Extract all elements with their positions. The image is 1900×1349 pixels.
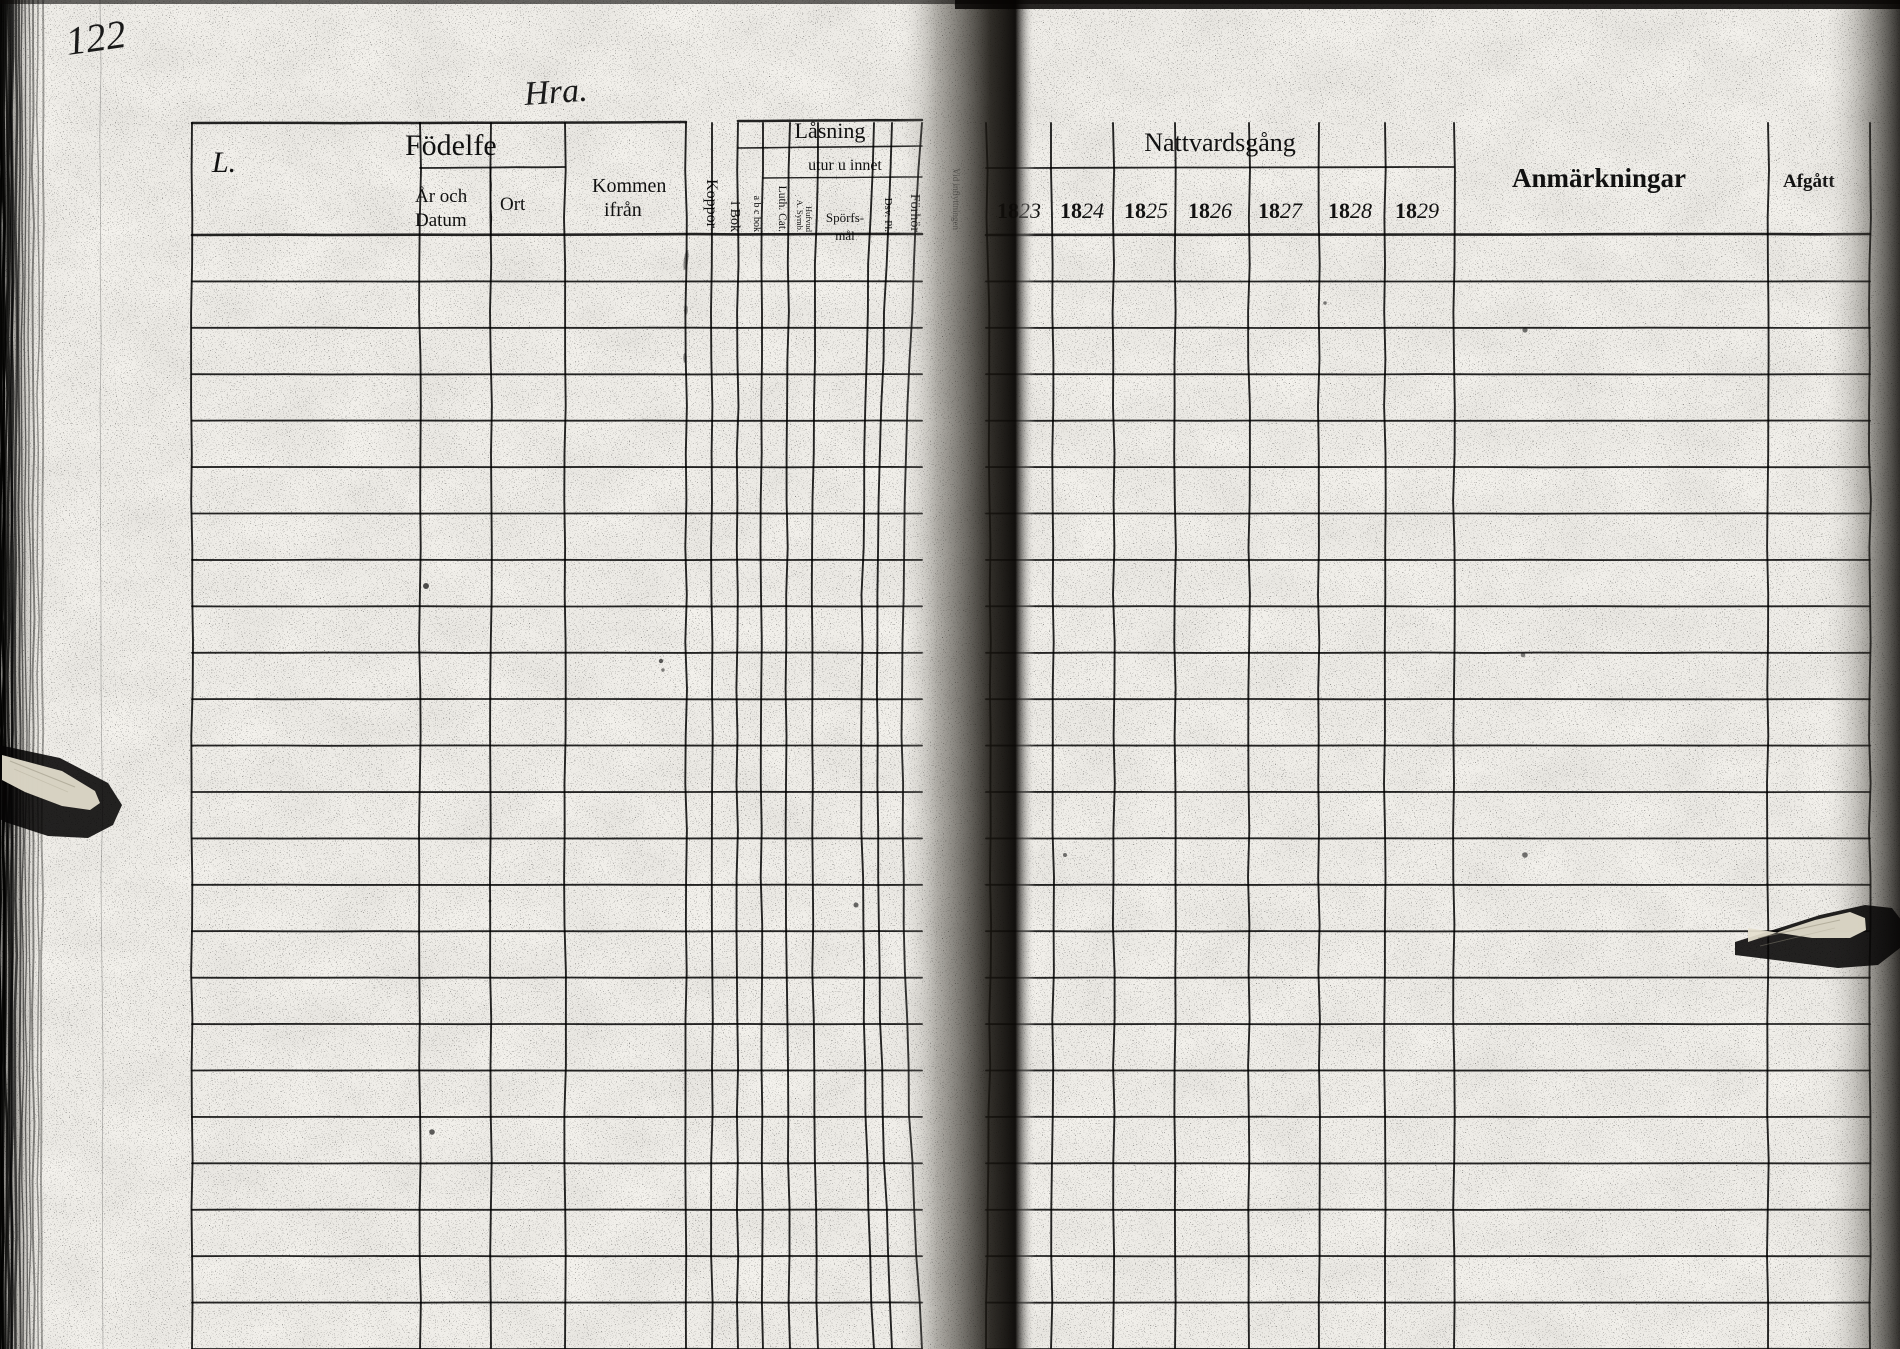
svg-text:1824: 1824: [1060, 198, 1104, 223]
svg-text:i Bok: i Bok: [727, 201, 742, 232]
svg-text:1825: 1825: [1124, 198, 1168, 223]
svg-text:utur u innet: utur u innet: [808, 157, 882, 174]
svg-text:Spörfs-: Spörfs-: [826, 210, 864, 225]
svg-text:1829: 1829: [1395, 198, 1439, 223]
svg-text:ifrån: ifrån: [604, 199, 642, 221]
svg-text:Födelfe: Födelfe: [405, 129, 497, 162]
svg-text:a b c bok: a b c bok: [751, 196, 762, 232]
svg-text:Ort: Ort: [500, 194, 526, 215]
svg-text:122: 122: [63, 11, 129, 64]
svg-text:A. Symb.: A. Symb.: [795, 200, 805, 232]
svg-text:mål: mål: [835, 228, 855, 243]
svg-text:1826: 1826: [1188, 198, 1232, 223]
svg-text:Vid inflyttningen: Vid inflyttningen: [951, 168, 961, 230]
svg-text:År och: År och: [415, 186, 468, 207]
svg-text:L.: L.: [211, 146, 236, 179]
svg-text:Hufvud: Hufvud: [804, 206, 814, 233]
svg-text:1827: 1827: [1258, 198, 1303, 223]
svg-text:1828: 1828: [1328, 198, 1372, 223]
svg-text:Anmärkningar: Anmärkningar: [1512, 163, 1686, 193]
svg-text:Datum: Datum: [415, 210, 467, 231]
svg-text:Kommen: Kommen: [592, 175, 666, 197]
svg-text:Luth. Cat.: Luth. Cat.: [776, 186, 788, 232]
svg-text:Hra.: Hra.: [522, 72, 589, 113]
svg-text:Nattvardsgång: Nattvardsgång: [1144, 128, 1296, 157]
